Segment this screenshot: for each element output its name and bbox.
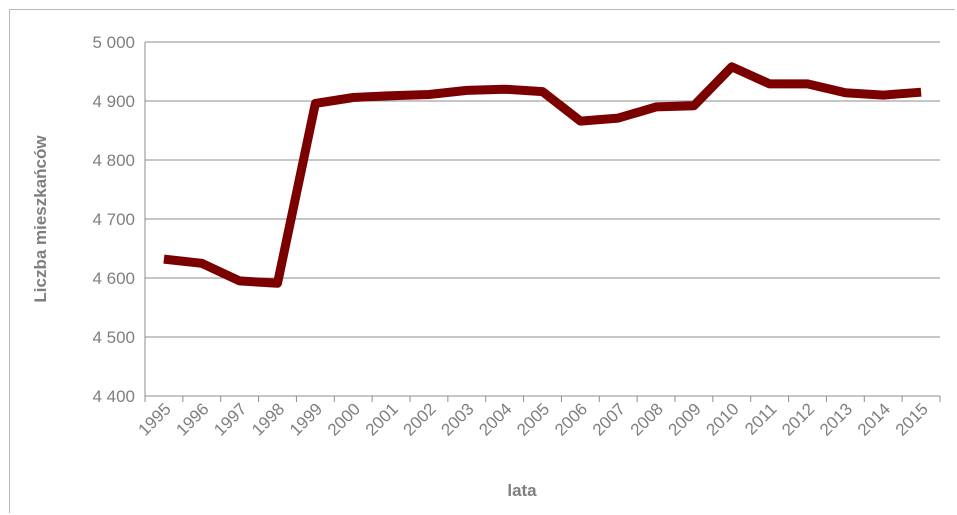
- x-tick-label: 2001: [362, 399, 402, 439]
- y-tick-label: 4 600: [92, 269, 135, 288]
- x-axis-title: lata: [507, 481, 537, 500]
- series-line-0: [163, 62, 922, 288]
- x-tick-label: 1995: [135, 399, 175, 439]
- x-tick-label: 2010: [702, 399, 742, 439]
- y-tick-label: 4 700: [92, 210, 135, 229]
- x-tick-label: 2009: [665, 399, 705, 439]
- x-tick-label: 2013: [816, 399, 856, 439]
- x-tick-label: 2015: [892, 399, 932, 439]
- y-tick-label: 4 400: [92, 387, 135, 406]
- x-tick-labels: 1995199619971998199920002001200220032004…: [135, 399, 932, 439]
- y-tick-label: 4 800: [92, 151, 135, 170]
- y-tick-label: 4 900: [92, 92, 135, 111]
- y-tick-label: 4 500: [92, 328, 135, 347]
- gridlines: [144, 41, 941, 402]
- y-tick-label: 5 000: [92, 33, 135, 52]
- x-tick-label: 1996: [172, 399, 212, 439]
- x-tick-label: 2006: [551, 399, 591, 439]
- x-tick-label: 2000: [324, 399, 364, 439]
- y-tick-labels: 4 400 4 500 4 600 4 700 4 800 4 900 5 000: [92, 33, 135, 406]
- x-tick-label: 1997: [210, 399, 250, 439]
- x-tick-label: 1999: [286, 399, 326, 439]
- series-group: [163, 62, 922, 288]
- x-tick-label: 2011: [741, 399, 780, 438]
- x-tick-label: 2014: [854, 399, 894, 439]
- x-tick-label: 2005: [513, 399, 553, 439]
- x-tick-label: 2012: [778, 399, 818, 439]
- x-tick-label: 2003: [437, 399, 477, 439]
- x-tick-label: 2004: [475, 399, 515, 439]
- y-axis-title: Liczba mieszkańców: [31, 135, 50, 303]
- x-tick-label: 2002: [400, 399, 440, 439]
- x-tick-label: 2007: [589, 399, 629, 439]
- x-tick-label: 1998: [248, 399, 288, 439]
- x-tick-label: 2008: [627, 399, 667, 439]
- chart-frame: [9, 9, 955, 513]
